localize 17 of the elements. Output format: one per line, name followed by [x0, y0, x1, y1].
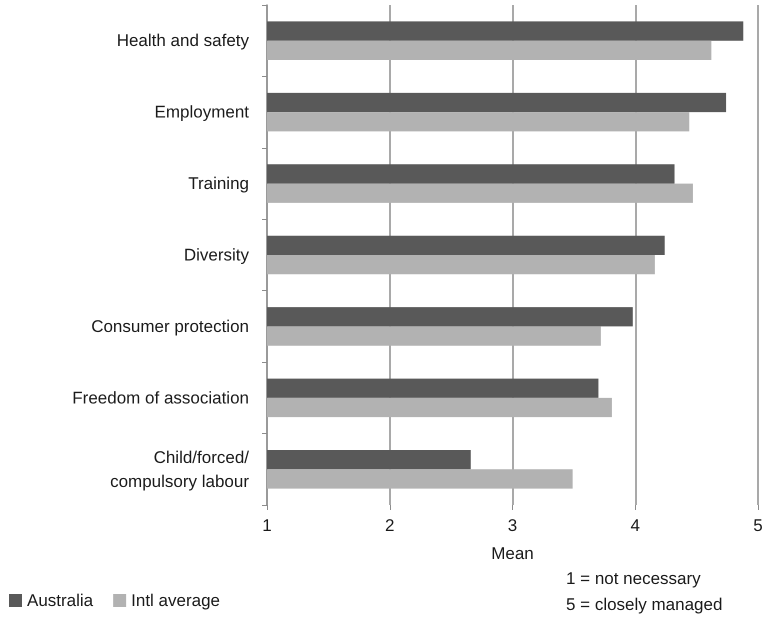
y-tick-label: Employment	[154, 102, 250, 122]
x-tick-label: 4	[630, 516, 640, 535]
text: 5 = closely managed	[566, 595, 722, 614]
x-axis-title: Mean	[491, 544, 534, 563]
y-tick-label: Child/forced/ compulsory labour	[110, 448, 250, 491]
y-tick-label: Training	[188, 174, 249, 194]
x-tick-label: 3	[508, 516, 518, 535]
text: 1 = not necessary	[566, 569, 702, 588]
x-tick-label: 2	[385, 516, 394, 535]
legend-label: Australia	[27, 591, 94, 610]
y-tick-label: Freedom of association	[72, 388, 249, 408]
x-tick-label: 5	[753, 516, 763, 535]
y-tick-label: Consumer protection	[91, 316, 249, 336]
y-tick-label: Health and safety	[116, 31, 250, 50]
x-tick-label: 1	[262, 516, 272, 535]
legend-label: Intl average	[131, 591, 220, 610]
y-tick-label: Diversity	[184, 246, 250, 264]
